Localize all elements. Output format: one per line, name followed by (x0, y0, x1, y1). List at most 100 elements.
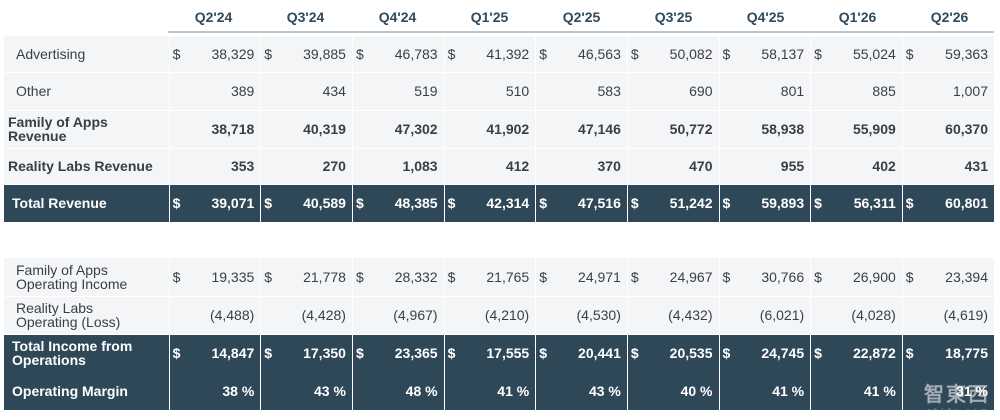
value-cell: $23,394 (901, 258, 994, 297)
value-cell: 41,902 (443, 110, 536, 149)
value-number: 21,765 (486, 268, 530, 285)
value-number: 801 (780, 83, 805, 99)
value-number: 47,302 (394, 121, 438, 137)
row-label-line: Reality Labs (16, 300, 94, 316)
value-number: 24,971 (578, 268, 621, 285)
value-cell: $48,385 (351, 184, 445, 222)
value-number: (4,488) (209, 307, 255, 323)
value-cell: $24,745 (718, 334, 811, 372)
value-number: 38 % (222, 383, 255, 399)
value-cell: $18,775 (901, 334, 994, 372)
value-number: 270 (322, 158, 346, 174)
row-label-line: Advertising (16, 45, 86, 62)
value-cell: 519 (351, 72, 445, 111)
watermark-subtext: zhidx.com (926, 407, 990, 416)
value-number: 43 % (588, 383, 621, 399)
value-cell: 370 (535, 148, 628, 185)
value-number: 38,718 (211, 121, 255, 137)
value-number: 41,392 (486, 45, 530, 62)
quarter-header: Q1'25 (470, 9, 509, 25)
row-label: Reality Labs Revenue (4, 148, 170, 185)
value-cell: $42,314 (443, 184, 536, 222)
currency-symbol: $ (264, 268, 273, 285)
value-number: 48,385 (394, 195, 438, 212)
currency-symbol: $ (447, 268, 456, 285)
value-number: 26,900 (852, 268, 896, 285)
row-label-line: Other (16, 83, 52, 99)
value-cell: $19,335 (168, 258, 261, 297)
value-cell: 41 % (443, 372, 536, 410)
watermark-logo: 智東西 zhidx.com (924, 378, 990, 416)
value-number: 42,314 (486, 195, 530, 212)
value-number: 58,137 (761, 45, 805, 62)
value-cell: 38,718 (168, 110, 261, 149)
currency-symbol: $ (630, 45, 639, 62)
value-number: 41,902 (486, 121, 530, 137)
value-cell: 41 % (810, 372, 903, 410)
value-cell: 48 % (351, 372, 445, 410)
header-rule (168, 31, 994, 33)
value-number: (4,619) (943, 307, 988, 323)
currency-symbol: $ (814, 45, 822, 62)
value-cell: 43 % (260, 372, 353, 410)
quarter-header: Q2'24 (194, 9, 233, 25)
table-row: Other 389 434 519 510 583 690 801 885 1,007 (4, 72, 994, 111)
value-number: 47,146 (578, 121, 621, 137)
value-cell: 389 (168, 72, 261, 111)
value-cell: 510 (443, 72, 536, 111)
value-cell: 431 (901, 148, 994, 185)
value-cell: 47,302 (351, 110, 445, 149)
value-number: 23,365 (394, 345, 438, 362)
currency-symbol: $ (814, 268, 822, 285)
row-label-line: Family of Apps (8, 114, 108, 130)
value-number: 1,007 (952, 83, 988, 99)
quarter-header: Q4'25 (746, 9, 785, 25)
value-cell: 43 % (535, 372, 628, 410)
value-number: 1,083 (402, 158, 438, 174)
value-cell: $26,900 (810, 258, 903, 297)
value-number: 55,909 (852, 121, 896, 137)
value-cell: 955 (718, 148, 811, 185)
value-cell: (4,028) (810, 296, 903, 335)
value-number: 470 (689, 158, 713, 174)
value-cell: $58,137 (718, 36, 811, 73)
currency-symbol: $ (722, 345, 731, 362)
value-number: (4,432) (668, 307, 713, 323)
value-number: 55,024 (852, 45, 896, 62)
quarter-header: Q1'26 (838, 9, 877, 25)
value-number: 21,778 (303, 268, 346, 285)
currency-symbol: $ (539, 45, 548, 62)
quarter-header: Q2'26 (930, 9, 969, 25)
row-label: Family of Apps Revenue (4, 110, 170, 149)
value-number: (4,530) (576, 307, 621, 323)
value-cell: $46,563 (535, 36, 628, 73)
value-number: 46,563 (578, 45, 621, 62)
row-label-line: Operating Income (16, 275, 128, 292)
currency-symbol: $ (172, 195, 181, 212)
row-label-line: Operations (12, 352, 86, 369)
value-cell: $50,082 (626, 36, 719, 73)
value-number: 31 % (956, 383, 988, 399)
value-cell: 40,319 (260, 110, 353, 149)
value-number: (4,967) (393, 307, 438, 323)
value-cell: 412 (443, 148, 536, 185)
value-number: 50,082 (669, 45, 713, 62)
value-number: 59,893 (761, 195, 805, 212)
value-cell: 434 (260, 72, 353, 111)
row-label-line: Revenue (8, 128, 67, 144)
value-number: 51,242 (669, 195, 713, 212)
value-cell: (6,021) (718, 296, 811, 335)
row-label: Family of Apps Operating Income (4, 258, 170, 297)
value-cell: $55,024 (810, 36, 903, 73)
value-cell: $41,392 (443, 36, 536, 73)
value-number: 510 (505, 83, 530, 99)
value-number: 17,350 (303, 345, 346, 362)
currency-symbol: $ (539, 195, 548, 212)
value-number: (4,428) (301, 307, 346, 323)
value-number: 60,801 (945, 195, 988, 212)
value-number: 60,370 (945, 121, 988, 137)
value-number: (4,210) (484, 307, 530, 323)
currency-symbol: $ (447, 195, 456, 212)
table-row: Reality Labs Operating (Loss) (4,488) (4,42… (4, 296, 994, 335)
currency-symbol: $ (630, 195, 639, 212)
